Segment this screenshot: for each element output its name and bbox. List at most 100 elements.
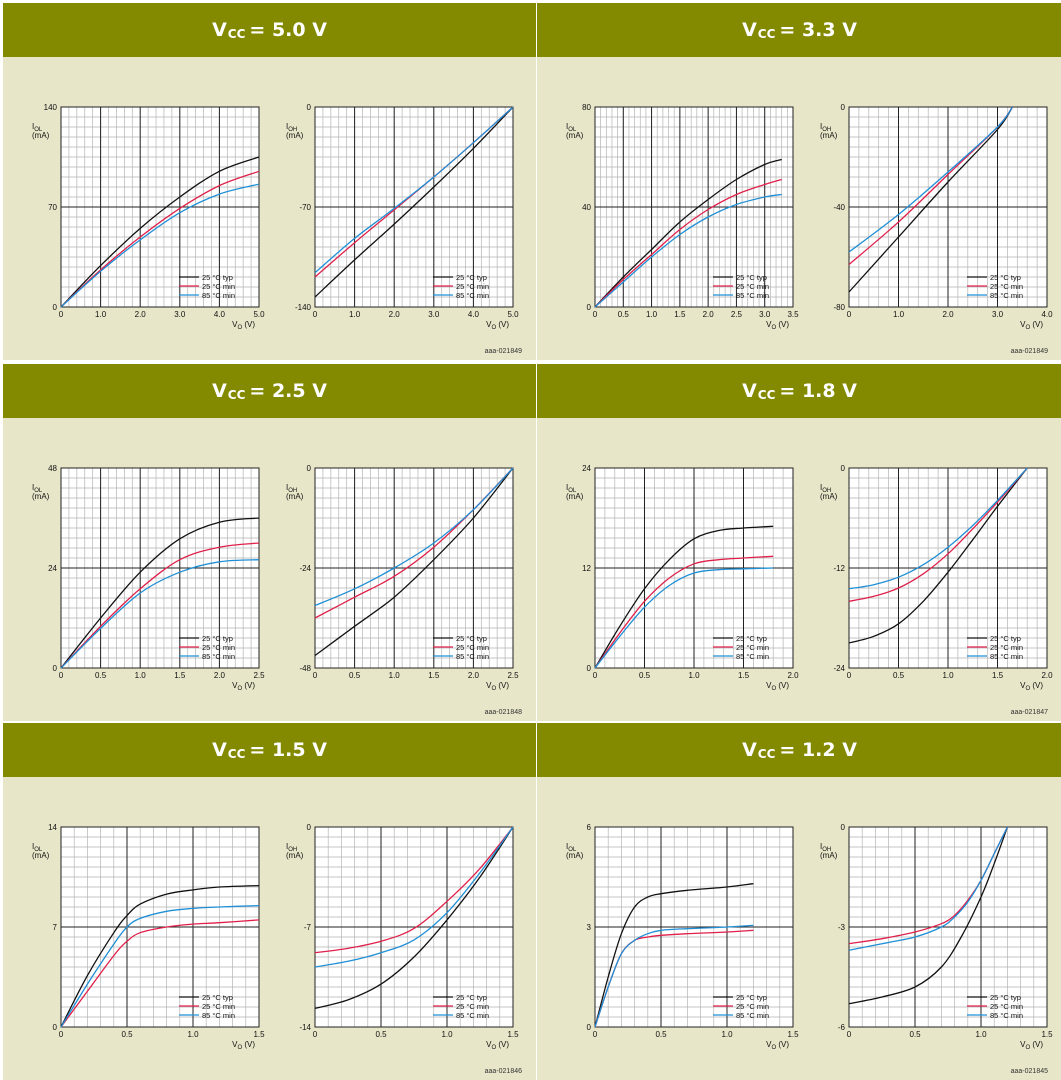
x-axis-label: VO (V)	[232, 1040, 255, 1051]
legend-entry: 25 °C typ	[990, 634, 1021, 643]
y-tick-label: 0	[307, 823, 312, 832]
y-tick-label: 24	[48, 564, 57, 573]
y-axis-label: IOH	[286, 122, 297, 133]
y-axis-label: IOL	[566, 122, 577, 133]
y-axis-label: IOL	[32, 122, 43, 133]
series-line-1	[848, 467, 1028, 644]
y-tick-label: 3	[587, 923, 592, 932]
series-line-1	[60, 884, 260, 1028]
legend-entry: 25 °C min	[456, 1002, 489, 1011]
plot-frame	[594, 106, 794, 308]
y-axis-unit: (mA)	[566, 131, 584, 140]
y-tick-label: -6	[838, 1023, 846, 1032]
series-line-3	[314, 826, 514, 968]
x-tick-label: 0	[593, 1030, 598, 1039]
y-tick-label: 0	[587, 664, 592, 673]
y-tick-label: -24	[299, 564, 311, 573]
series-line-3	[594, 567, 774, 669]
plot-frame	[594, 467, 794, 669]
y-axis-unit: (mA)	[820, 851, 838, 860]
legend-entry: 25 °C typ	[202, 634, 233, 643]
x-tick-label: 1.0	[942, 671, 954, 680]
x-tick-label: 4.0	[1041, 310, 1053, 319]
y-tick-label: 0	[53, 664, 58, 673]
legend-entry: 85 °C min	[990, 1011, 1023, 1020]
y-axis-label: IOH	[286, 842, 297, 853]
figure-reference: aaa-021849	[1010, 348, 1048, 355]
y-tick-label: -40	[833, 203, 845, 212]
legend-entry: 25 °C typ	[736, 993, 767, 1002]
x-tick-label: 0.5	[909, 1030, 921, 1039]
x-axis-label: VO (V)	[486, 1040, 509, 1051]
series-line-1	[594, 158, 782, 308]
figure-reference: aaa-021846	[484, 1068, 522, 1075]
legend-entry: 85 °C min	[990, 291, 1023, 300]
x-tick-label: 2.0	[703, 310, 715, 319]
panel-title: V CC = 1.5 V	[3, 723, 536, 777]
plot-oh: 0 1.0 2.0 3.0 4.0 5.0 -140 -70 0 IOH(mA) VO (V) 25 …	[286, 103, 519, 331]
x-tick-label: 2.0	[787, 671, 799, 680]
series-line-1	[848, 106, 1013, 293]
x-tick-label: 2.0	[214, 671, 226, 680]
panel-title: V CC = 5.0 V	[3, 3, 536, 57]
x-tick-label: 1.0	[688, 671, 700, 680]
y-axis-unit: (mA)	[286, 851, 304, 860]
y-tick-label: -24	[833, 664, 845, 673]
panel-title: V CC = 3.3 V	[537, 3, 1061, 57]
x-tick-label: 3.0	[759, 310, 771, 319]
y-axis-unit: (mA)	[32, 492, 50, 501]
x-axis-label: VO (V)	[486, 320, 509, 331]
legend-entry: 25 °C min	[736, 282, 769, 291]
series-line-2	[848, 467, 1028, 602]
y-tick-label: -7	[304, 923, 312, 932]
x-tick-label: 2.0	[135, 310, 147, 319]
y-tick-label: 0	[53, 1023, 58, 1032]
plot-frame	[60, 467, 260, 669]
legend-entry: 85 °C min	[456, 652, 489, 661]
series-line-3	[314, 106, 514, 274]
y-axis-label: IOH	[286, 483, 297, 494]
x-tick-label: 1.5	[253, 1030, 265, 1039]
legend-entry: 85 °C min	[202, 291, 235, 300]
y-tick-label: 0	[841, 464, 846, 473]
x-tick-label: 2.0	[468, 671, 480, 680]
x-tick-label: 3.0	[174, 310, 186, 319]
x-tick-label: 0.5	[121, 1030, 133, 1039]
x-tick-label: 0	[59, 671, 64, 680]
y-tick-label: 48	[48, 464, 57, 473]
x-tick-label: 0.5	[375, 1030, 387, 1039]
x-tick-label: 3.0	[992, 310, 1004, 319]
plot-oh: 0 0.5 1.0 1.5 -6 -3 0 IOH(mA) VO (V) 25 °C typ25 …	[820, 823, 1053, 1051]
x-tick-label: 0.5	[655, 1030, 667, 1039]
panel-title: V CC = 2.5 V	[3, 364, 536, 418]
y-axis-unit: (mA)	[566, 492, 584, 501]
panel-title: V CC = 1.2 V	[537, 723, 1061, 777]
y-tick-label: -3	[838, 923, 846, 932]
series-line-1	[594, 883, 754, 1028]
legend-entry: 85 °C min	[990, 652, 1023, 661]
x-tick-label: 1.0	[187, 1030, 199, 1039]
x-axis-label: VO (V)	[486, 681, 509, 692]
x-tick-label: 0	[313, 1030, 318, 1039]
x-tick-label: 2.0	[1041, 671, 1053, 680]
y-tick-label: -48	[299, 664, 311, 673]
x-tick-label: 1.0	[646, 310, 658, 319]
y-axis-label: IOH	[820, 122, 831, 133]
series-line-2	[594, 555, 774, 669]
figure-reference: aaa-021848	[484, 709, 522, 716]
series-line-1	[60, 156, 260, 308]
x-axis-label: VO (V)	[232, 320, 255, 331]
series-line-1	[314, 106, 514, 298]
x-tick-label: 1.5	[1041, 1030, 1053, 1039]
series-line-3	[594, 193, 782, 308]
legend-entry: 25 °C min	[202, 1002, 235, 1011]
legend-entry: 85 °C min	[202, 1011, 235, 1020]
y-tick-label: 12	[582, 564, 591, 573]
x-tick-label: 1.0	[721, 1030, 733, 1039]
plot-frame	[314, 467, 514, 669]
legend-entry: 25 °C min	[202, 643, 235, 652]
